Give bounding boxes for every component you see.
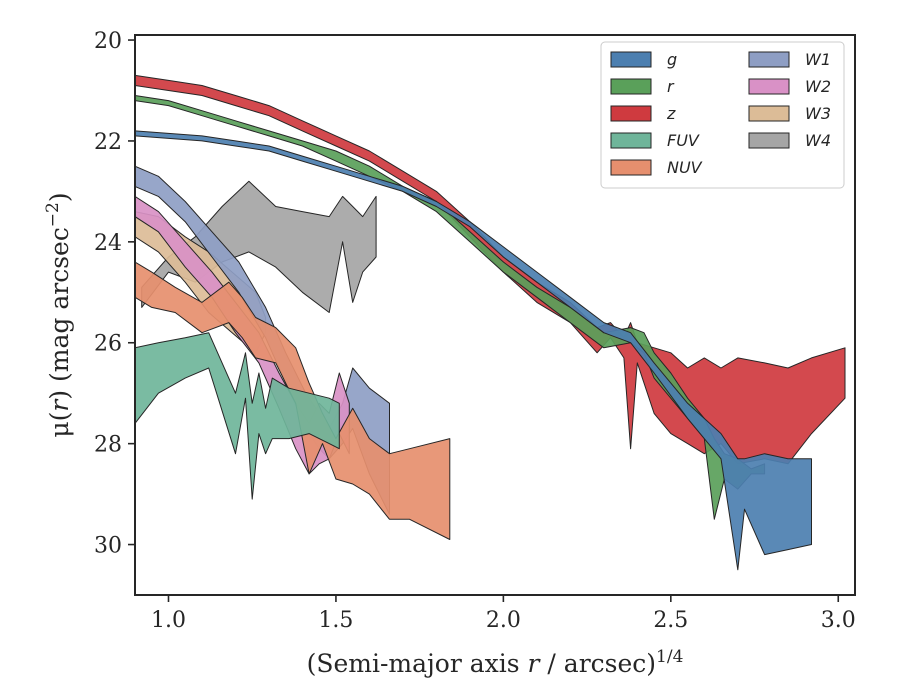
legend-swatch-W3	[748, 105, 790, 122]
x-axis-label: (Semi-major axis r / arcsec)1/4	[307, 647, 684, 678]
legend-label-g: g	[667, 50, 677, 69]
legend-label-r: r	[667, 77, 675, 96]
legend-swatch-r	[610, 78, 652, 95]
x-axis-ticks: 1.0 1.5 2.0 2.5 3.0	[151, 595, 856, 633]
legend-swatch-z	[610, 105, 652, 122]
legend-swatch-g	[610, 51, 652, 68]
x-tick-label: 2.0	[486, 608, 521, 633]
y-axis-label: μ(r) (mag arcsec−2)	[43, 192, 74, 437]
y-tick-label: 26	[94, 332, 122, 357]
x-tick-label: 1.0	[151, 608, 186, 633]
legend: grz FUV NUV W1 W2 W3 W4	[600, 41, 845, 189]
y-tick-label: 22	[94, 130, 122, 155]
legend-swatch-W4	[748, 132, 790, 149]
y-tick-label: 28	[94, 433, 122, 458]
legend-swatch-W1	[748, 51, 790, 68]
band-g	[135, 130, 812, 571]
band-z	[135, 74, 846, 465]
plot-frame	[134, 34, 856, 596]
y-tick-label: 24	[94, 231, 122, 256]
x-tick-label: 2.5	[653, 608, 688, 633]
y-tick-label: 30	[94, 534, 122, 559]
legend-label-W3: W3	[805, 104, 831, 123]
band-NUV	[135, 261, 451, 540]
band-FUV	[135, 332, 340, 500]
x-tick-label: 1.5	[318, 608, 353, 633]
legend-label-W2: W2	[805, 77, 831, 96]
legend-label-z: z	[666, 104, 676, 123]
legend-label-NUV: NUV	[667, 158, 703, 177]
legend-swatch-FUV	[610, 132, 652, 149]
legend-swatch-W2	[748, 78, 790, 95]
legend-label-FUV: FUV	[667, 131, 700, 150]
legend-swatch-NUV	[610, 159, 652, 176]
legend-label-W4: W4	[805, 131, 831, 150]
y-tick-label: 20	[94, 29, 122, 54]
profile-bands	[135, 74, 846, 571]
x-tick-label: 3.0	[821, 608, 856, 633]
y-axis-ticks: 20 22 24 26 28 30	[94, 29, 135, 559]
legend-label-W1: W1	[805, 50, 831, 69]
